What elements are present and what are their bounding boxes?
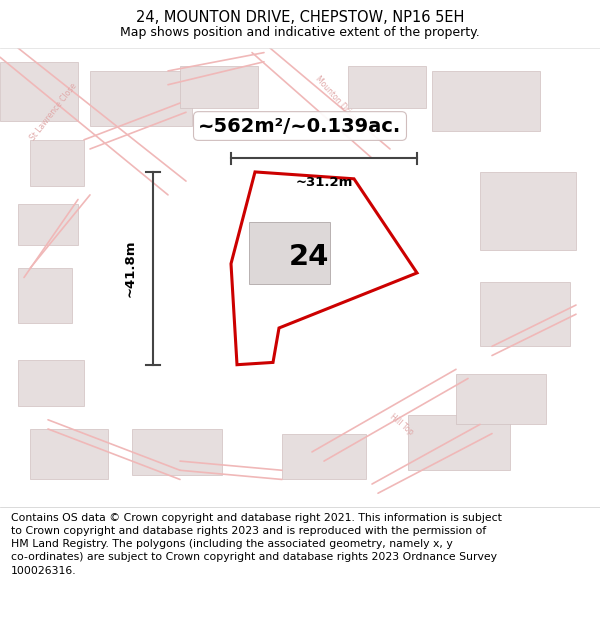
Bar [18, 268, 72, 323]
Bar [0, 62, 78, 121]
Text: ~562m²/~0.139ac.: ~562m²/~0.139ac. [199, 116, 401, 136]
Bar [480, 282, 570, 346]
Text: Mounton Drive: Mounton Drive [314, 74, 358, 122]
Bar [18, 204, 78, 246]
Bar [456, 374, 546, 424]
Bar [408, 415, 510, 470]
Text: 24: 24 [289, 243, 329, 271]
Bar [282, 434, 366, 479]
Polygon shape [231, 172, 417, 365]
Bar [348, 66, 426, 108]
Text: 24, MOUNTON DRIVE, CHEPSTOW, NP16 5EH: 24, MOUNTON DRIVE, CHEPSTOW, NP16 5EH [136, 9, 464, 24]
Bar [30, 140, 84, 186]
Text: ~41.8m: ~41.8m [124, 239, 137, 297]
Bar [180, 66, 258, 108]
Bar [480, 172, 576, 250]
Bar [432, 71, 540, 131]
Text: Hill Top: Hill Top [388, 412, 416, 437]
Text: Contains OS data © Crown copyright and database right 2021. This information is : Contains OS data © Crown copyright and d… [11, 513, 502, 576]
Text: St Lawrence Close: St Lawrence Close [29, 82, 79, 142]
Bar [30, 429, 108, 479]
Bar [132, 429, 222, 475]
Bar [90, 71, 192, 126]
Text: Map shows position and indicative extent of the property.: Map shows position and indicative extent… [120, 26, 480, 39]
Bar [18, 360, 84, 406]
Text: ~31.2m: ~31.2m [295, 176, 353, 189]
Bar [249, 222, 330, 284]
